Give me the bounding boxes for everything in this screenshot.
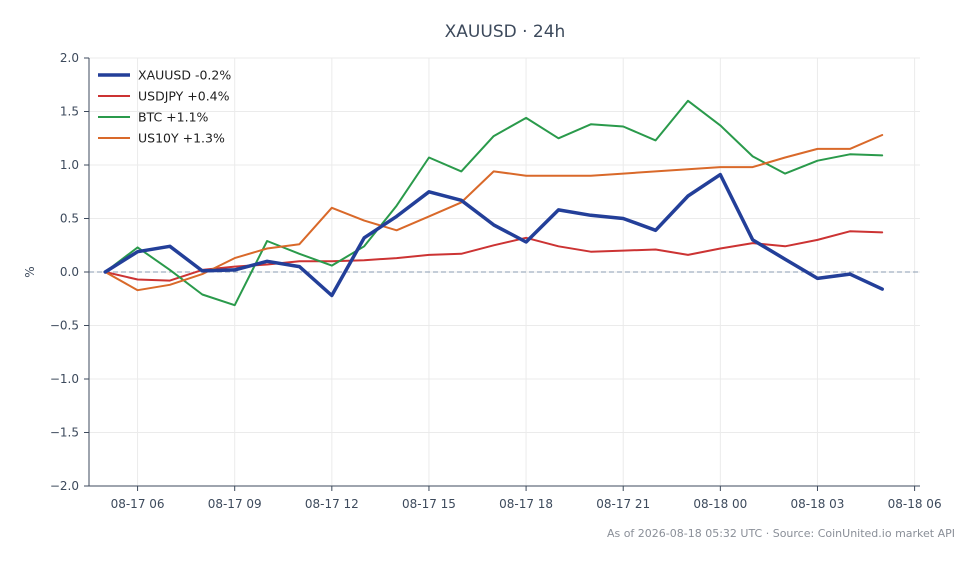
- y-tick-label: −2.0: [50, 479, 79, 493]
- y-tick-label: −1.0: [50, 372, 79, 386]
- y-tick-label: 0.5: [60, 212, 79, 226]
- y-tick-label: 1.0: [60, 158, 79, 172]
- series-line-usdjpy: [104, 230, 884, 282]
- chart-title: XAUUSD · 24h: [445, 22, 566, 42]
- x-tick-label: 08-17 15: [402, 497, 456, 511]
- x-tick-label: 08-17 06: [111, 497, 165, 511]
- x-tick-label: 08-17 09: [208, 497, 262, 511]
- series-line-btc: [104, 99, 884, 307]
- x-tick-label: 08-18 06: [888, 497, 942, 511]
- legend-label-btc: BTC +1.1%: [138, 110, 209, 125]
- y-tick-label: 2.0: [60, 51, 79, 65]
- legend-label-us10y: US10Y +1.3%: [138, 131, 225, 146]
- y-tick-label: −0.5: [50, 319, 79, 333]
- y-tick-label: 0.0: [60, 265, 79, 279]
- x-tick-label: 08-17 21: [596, 497, 650, 511]
- y-tick-label: −1.5: [50, 426, 79, 440]
- legend-label-usdjpy: USDJPY +0.4%: [138, 89, 230, 104]
- legend: XAUUSD -0.2% USDJPY +0.4% BTC +1.1% US10Y +…: [98, 68, 231, 146]
- y-tick-label: 1.5: [60, 105, 79, 119]
- y-axis-label: %: [23, 266, 37, 277]
- series-line-xauusd: [103, 172, 884, 298]
- x-tick-label: 08-17 18: [499, 497, 553, 511]
- footer-source-note: As of 2026-08-18 05:32 UTC · Source: Coi…: [607, 527, 955, 540]
- legend-label-xauusd: XAUUSD -0.2%: [138, 68, 231, 83]
- x-tick-label: 08-18 03: [790, 497, 844, 511]
- x-tick-label: 08-17 12: [305, 497, 359, 511]
- x-tick-label: 08-18 00: [693, 497, 747, 511]
- series-layer: [103, 99, 884, 307]
- x-axis-ticks: 08-17 06 08-17 09 08-17 12 08-17 15 08-17 18…: [111, 486, 942, 511]
- series-line-us10y: [104, 134, 884, 292]
- y-axis-ticks: −2.0 −1.5 −1.0 −0.5 0.0 0.5 1.0 1.5 2.0: [50, 51, 89, 493]
